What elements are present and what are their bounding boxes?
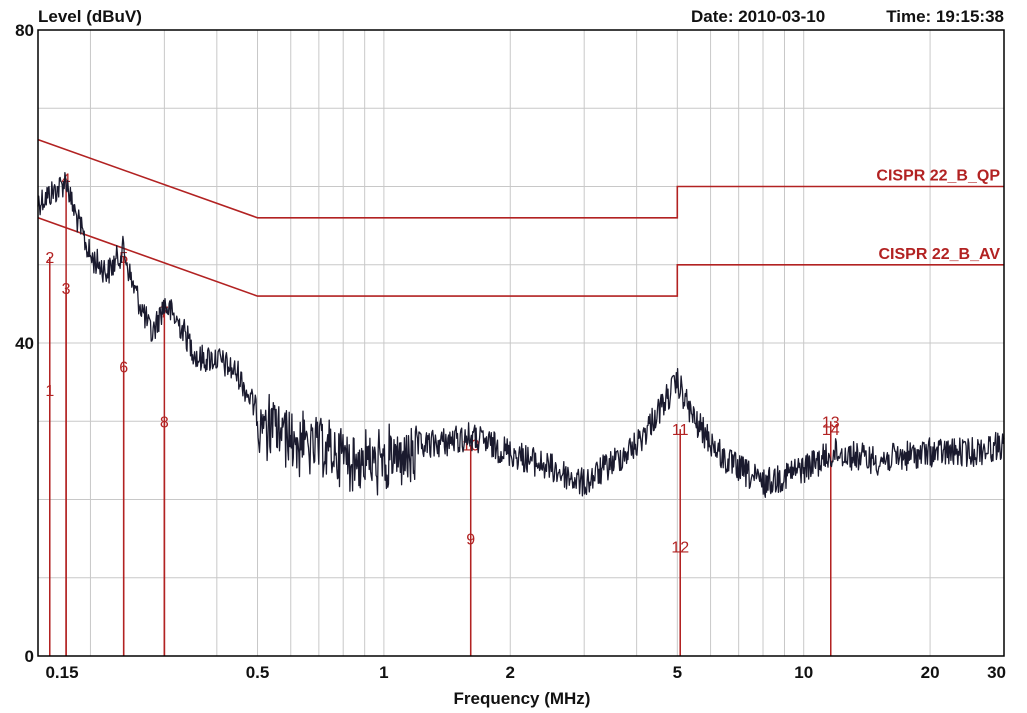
marker-label-6: 6 <box>119 359 128 376</box>
y-axis-title: Level (dBuV) <box>38 7 142 26</box>
trace-line <box>37 172 1005 498</box>
x-tick-30: 30 <box>987 663 1006 682</box>
limit-label-qp: CISPR 22_B_QP <box>876 168 1000 185</box>
x-tick-0.15: 0.15 <box>45 663 78 682</box>
x-tick-1: 1 <box>379 663 388 682</box>
limit-line-av <box>37 217 1004 297</box>
y-tick-80: 80 <box>15 21 34 40</box>
x-tick-20: 20 <box>921 663 940 682</box>
marker-label-14: 14 <box>822 422 840 439</box>
x-tick-2: 2 <box>506 663 515 682</box>
x-tick-5: 5 <box>673 663 682 682</box>
measurement-trace <box>37 172 1005 498</box>
x-tick-0.5: 0.5 <box>246 663 270 682</box>
limit-label-av: CISPR 22_B_AV <box>878 246 1000 263</box>
marker-label-5: 5 <box>119 250 128 267</box>
marker-label-12: 12 <box>671 539 689 556</box>
time-label: Time: 19:15:38 <box>886 7 1004 26</box>
grid <box>38 30 1004 656</box>
marker-label-8: 8 <box>160 414 169 431</box>
x-tick-10: 10 <box>794 663 813 682</box>
y-tick-0: 0 <box>25 647 34 666</box>
marker-label-2: 2 <box>45 250 54 267</box>
x-axis-title: Frequency (MHz) <box>454 689 591 708</box>
marker-label-11: 11 <box>672 422 689 439</box>
plot-frame <box>37 29 1005 657</box>
limit-lines: CISPR 22_B_QP CISPR 22_B_AV <box>37 138 1004 297</box>
marker-label-13: 13 <box>822 414 840 431</box>
y-tick-40: 40 <box>15 334 34 353</box>
x-tick-labels: 0.15 0.5 1 2 5 10 20 30 <box>45 663 1006 682</box>
y-tick-labels: 0 40 80 <box>15 21 34 666</box>
date-label: Date: 2010-03-10 <box>691 7 825 26</box>
markers: 1234567891011121314 <box>45 172 840 656</box>
limit-line-qp <box>37 138 1004 219</box>
